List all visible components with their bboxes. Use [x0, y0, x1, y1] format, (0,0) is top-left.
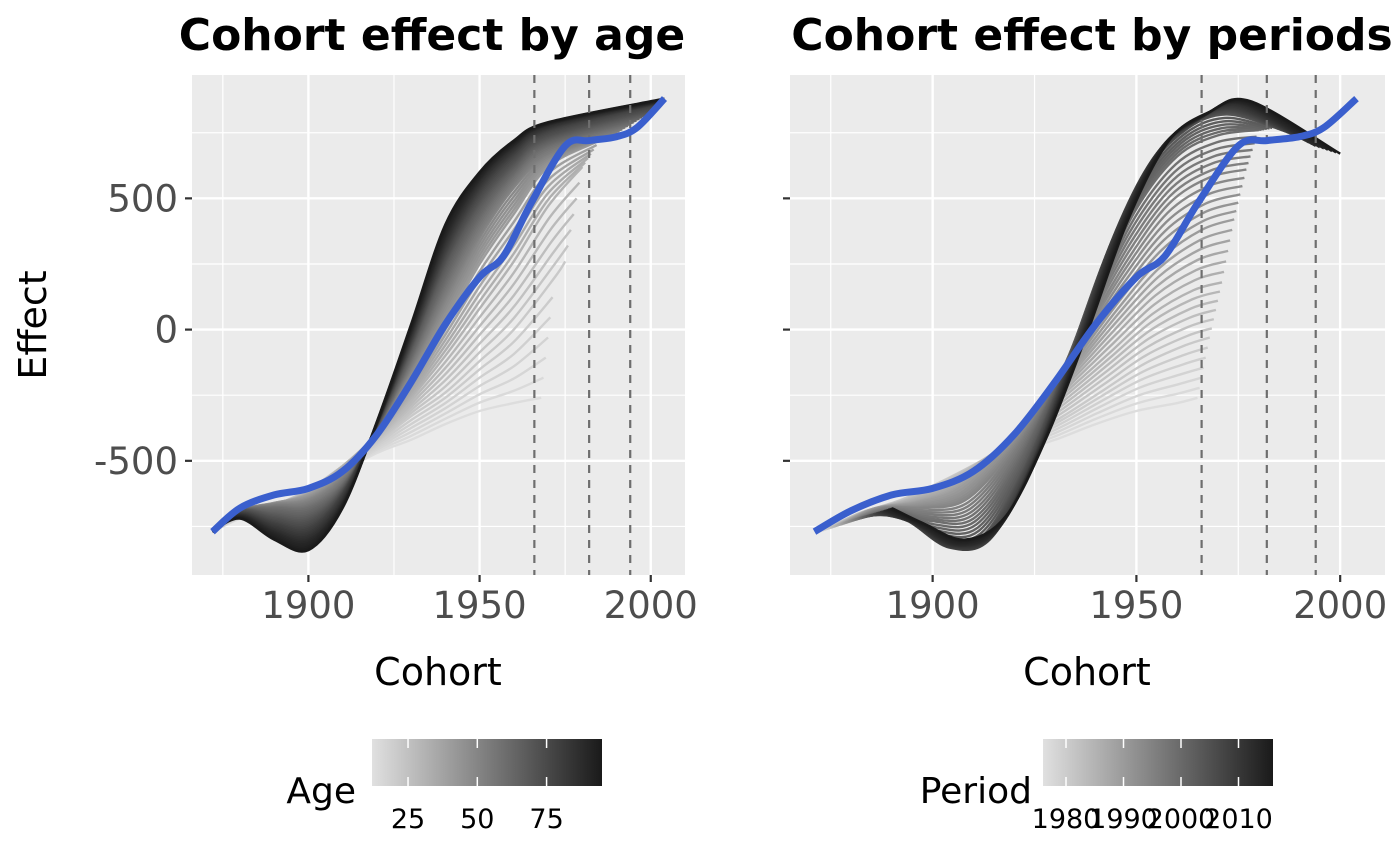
legend-age-colorbar	[372, 739, 602, 786]
legend-tick-label-1990: 1990	[1089, 804, 1158, 835]
panel-age-series	[210, 96, 668, 535]
panel-periods-grid	[790, 75, 1385, 575]
panel-periods-x-axis-title: Cohort	[1023, 650, 1151, 694]
panel-periods-title: Cohort effect by periods	[791, 10, 1392, 61]
panel-age-title: Cohort effect by age	[179, 10, 685, 61]
legend-tick-label-2000: 2000	[1147, 804, 1216, 835]
panel-age-axis-ticks: 1900 1950 2000 -500 0 500	[94, 177, 698, 627]
legend-tick-label-25: 25	[391, 804, 425, 835]
legend-age-title: Age	[286, 771, 356, 812]
x-tick-label-2000: 2000	[604, 584, 698, 627]
panel-periods: 1900 1950 2000 Cohort effect by periods Co…	[783, 10, 1393, 694]
y-axis-title: Effect	[11, 270, 55, 379]
legend-tick-label-75: 75	[529, 804, 563, 835]
y-tick-label-0: 0	[154, 309, 178, 352]
panel-periods-series	[812, 95, 1359, 535]
legend-tick-label-1980: 1980	[1032, 804, 1101, 835]
panel-age-x-axis-title: Cohort	[374, 650, 502, 694]
legend-age: Age 25 50 75	[286, 739, 602, 835]
grey-curve-54	[211, 97, 665, 553]
legend-period-colorbar	[1043, 739, 1273, 786]
series-line-0	[812, 95, 1359, 535]
panel-age-grey-curves	[211, 97, 665, 553]
series-line-0	[210, 96, 668, 535]
legend-tick-label-2010: 2010	[1204, 804, 1273, 835]
panel-age: 1900 1950 2000 -500 0 500 Cohort effect by ag…	[11, 10, 698, 694]
x-tick-label-1900: 1900	[886, 584, 980, 627]
panel-periods-axis-ticks: 1900 1950 2000	[783, 197, 1387, 627]
legend-tick-label-50: 50	[460, 804, 494, 835]
legend-period-title: Period	[920, 771, 1032, 812]
x-tick-label-1950: 1950	[432, 584, 526, 627]
legend-age-ticks: 25 50 75	[391, 739, 564, 835]
y-tick-label-500: 500	[107, 177, 178, 220]
x-tick-label-1950: 1950	[1089, 584, 1183, 627]
x-tick-label-2000: 2000	[1293, 584, 1387, 627]
x-tick-label-1900: 1900	[261, 584, 355, 627]
y-tick-label--500: -500	[94, 440, 178, 483]
